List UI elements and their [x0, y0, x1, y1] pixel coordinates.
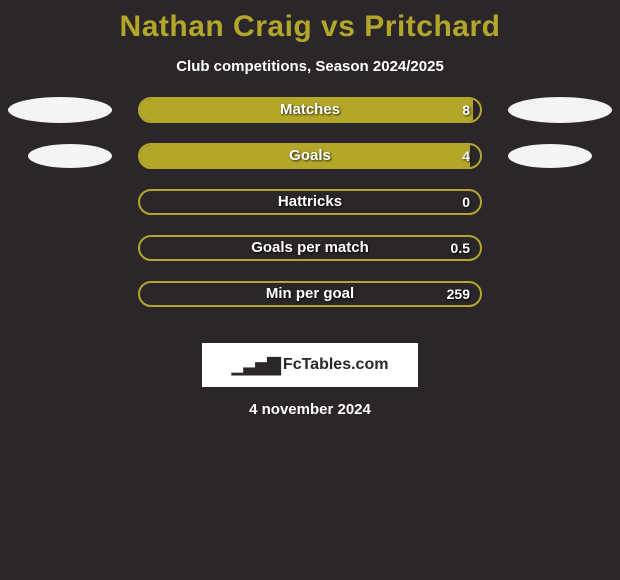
- player-pill-right: [508, 144, 592, 168]
- stat-row: 0Hattricks: [0, 189, 620, 235]
- comparison-card: Nathan Craig vs Pritchard Club competiti…: [0, 0, 620, 580]
- stat-label: Matches: [140, 99, 480, 121]
- stat-label: Min per goal: [140, 283, 480, 305]
- stat-label: Hattricks: [140, 191, 480, 213]
- stat-row: 4Goals: [0, 143, 620, 189]
- page-title: Nathan Craig vs Pritchard: [0, 0, 620, 44]
- source-badge-text: FcTables.com: [283, 356, 389, 374]
- stat-label: Goals: [140, 145, 480, 167]
- date-label: 4 november 2024: [0, 401, 620, 418]
- stat-bar: 0.5Goals per match: [138, 235, 482, 261]
- subtitle: Club competitions, Season 2024/2025: [0, 58, 620, 75]
- stat-bar: 259Min per goal: [138, 281, 482, 307]
- stat-row: 259Min per goal: [0, 281, 620, 327]
- chart-icon: ▁▃▅▇: [232, 356, 279, 374]
- stat-row: 0.5Goals per match: [0, 235, 620, 281]
- stats-list: 8Matches 4Goals 0Hattricks 0.5Goals per mat…: [0, 97, 620, 327]
- player-pill-right: [508, 97, 612, 123]
- source-badge-inner: ▁▃▅▇ FcTables.com: [232, 356, 389, 374]
- stat-bar: 0Hattricks: [138, 189, 482, 215]
- stat-bar: 4Goals: [138, 143, 482, 169]
- stat-row: 8Matches: [0, 97, 620, 143]
- source-badge[interactable]: ▁▃▅▇ FcTables.com: [202, 343, 418, 387]
- stat-label: Goals per match: [140, 237, 480, 259]
- player-pill-left: [8, 97, 112, 123]
- player-pill-left: [28, 144, 112, 168]
- stat-bar: 8Matches: [138, 97, 482, 123]
